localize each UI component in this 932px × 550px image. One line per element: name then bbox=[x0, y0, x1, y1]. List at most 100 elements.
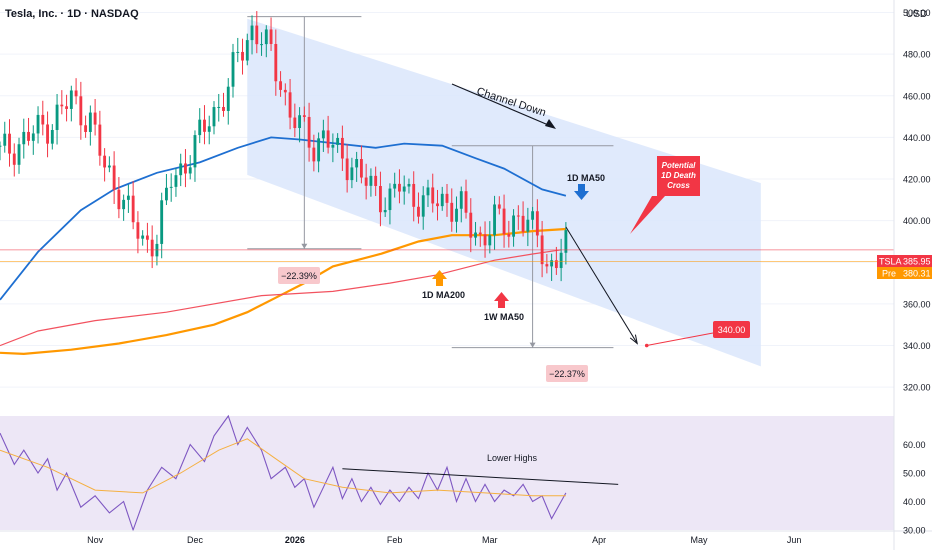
candle-body bbox=[431, 187, 435, 204]
candle-body bbox=[98, 124, 102, 156]
ma200d-line bbox=[0, 227, 566, 356]
candle-body bbox=[317, 138, 321, 162]
rsi-axis[interactable]: 30.00 40.00 50.00 60.00 bbox=[903, 440, 926, 536]
candle-body bbox=[198, 119, 202, 136]
candle-body bbox=[469, 212, 473, 238]
candle-body bbox=[112, 165, 116, 190]
measure-2-arrow bbox=[529, 342, 536, 348]
candle-body bbox=[46, 124, 49, 144]
projection bbox=[565, 226, 714, 348]
target-text: 340.00 bbox=[718, 325, 746, 335]
candle-body bbox=[3, 133, 7, 146]
rsi-ma-line bbox=[0, 438, 566, 497]
candle-body bbox=[107, 165, 111, 168]
candle-body bbox=[74, 90, 78, 97]
candle-body bbox=[421, 195, 425, 217]
candle-body bbox=[79, 96, 83, 126]
candle-body bbox=[264, 29, 268, 45]
candle-body bbox=[65, 106, 69, 109]
death-cross-callout: Potential 1D Death Cross bbox=[630, 156, 700, 234]
candle-body bbox=[340, 137, 344, 159]
measure-boxes bbox=[247, 16, 614, 349]
candle-body bbox=[174, 175, 178, 187]
candle-body bbox=[483, 234, 487, 246]
candle-body bbox=[8, 133, 11, 154]
measure-1-arrow bbox=[301, 243, 308, 249]
candle-body bbox=[274, 43, 278, 82]
candle-body bbox=[564, 230, 568, 253]
price-tick-500: 500.00 bbox=[903, 8, 931, 18]
candle-body bbox=[417, 206, 420, 217]
candle-body bbox=[298, 115, 302, 129]
candle-body bbox=[27, 131, 30, 141]
candle-body bbox=[293, 117, 297, 129]
candle-body bbox=[516, 215, 520, 217]
red-arrow-icon bbox=[494, 292, 509, 308]
death-cross-line-3: Cross bbox=[667, 181, 690, 190]
candle-body bbox=[364, 177, 368, 186]
candle-body bbox=[50, 129, 54, 144]
candle-body bbox=[126, 195, 130, 200]
candle-body bbox=[521, 215, 525, 232]
candle-body bbox=[231, 52, 235, 87]
candle-body bbox=[426, 187, 430, 196]
candle-body bbox=[88, 112, 92, 132]
rsi-tick-30: 30.00 bbox=[903, 526, 926, 536]
candle-body bbox=[255, 25, 259, 45]
candle-body bbox=[493, 204, 496, 236]
candle-body bbox=[93, 112, 97, 125]
time-axis[interactable]: Nov Dec 2026 Feb Mar Apr May Jun bbox=[87, 535, 801, 545]
candle-body bbox=[531, 211, 535, 220]
candle-body bbox=[288, 92, 292, 118]
pre-price-badge: Pre 380.31 bbox=[877, 267, 932, 279]
candle-body bbox=[222, 106, 225, 111]
candle-body bbox=[236, 51, 240, 53]
ma200d-label: 1D MA200 bbox=[422, 290, 465, 300]
candle-body bbox=[69, 90, 73, 109]
tsla-price-badge: TSLA 385.95 bbox=[877, 255, 932, 267]
tsla-badge-value: 385.95 bbox=[903, 257, 931, 267]
time-tick-may: May bbox=[691, 535, 709, 545]
candle-body bbox=[464, 191, 468, 213]
candle-body bbox=[203, 119, 206, 132]
candle-body bbox=[559, 252, 563, 269]
candle-body bbox=[440, 193, 444, 207]
candle-body bbox=[436, 203, 439, 207]
candle-body bbox=[31, 133, 35, 141]
death-cross-line-1: Potential bbox=[662, 161, 697, 170]
candle-body bbox=[193, 135, 197, 168]
price-tick-440: 440.00 bbox=[903, 133, 931, 143]
target-label: 340.00 bbox=[713, 321, 750, 338]
candle-body bbox=[336, 137, 340, 145]
candle-body bbox=[535, 211, 539, 236]
candle-body bbox=[250, 25, 254, 41]
currency-label: USD bbox=[906, 9, 927, 20]
candle-body bbox=[407, 183, 411, 187]
death-cross-line-2: 1D Death bbox=[661, 171, 696, 180]
candle-body bbox=[0, 145, 2, 147]
candle-body bbox=[212, 107, 216, 127]
candle-body bbox=[502, 208, 506, 235]
price-tick-360: 360.00 bbox=[903, 299, 931, 309]
candle-body bbox=[402, 186, 406, 192]
target-connector bbox=[646, 332, 714, 347]
candle-body bbox=[383, 210, 387, 213]
drop2-text: −22.37% bbox=[549, 369, 585, 379]
candle-body bbox=[307, 116, 311, 148]
candle-body bbox=[41, 114, 45, 125]
candle-body bbox=[188, 167, 192, 174]
candle-body bbox=[350, 167, 354, 181]
candle-body bbox=[22, 131, 26, 145]
candle-body bbox=[550, 260, 554, 267]
candle-body bbox=[55, 104, 59, 130]
candle-body bbox=[117, 189, 121, 210]
time-tick-2026: 2026 bbox=[285, 535, 305, 545]
candle-body bbox=[141, 235, 145, 239]
rsi-tick-50: 50.00 bbox=[903, 469, 926, 479]
candle-body bbox=[36, 114, 40, 134]
candle-body bbox=[269, 29, 273, 44]
drop1-text: −22.39% bbox=[281, 271, 317, 281]
candle-body bbox=[378, 186, 382, 213]
candle-body bbox=[241, 51, 244, 61]
